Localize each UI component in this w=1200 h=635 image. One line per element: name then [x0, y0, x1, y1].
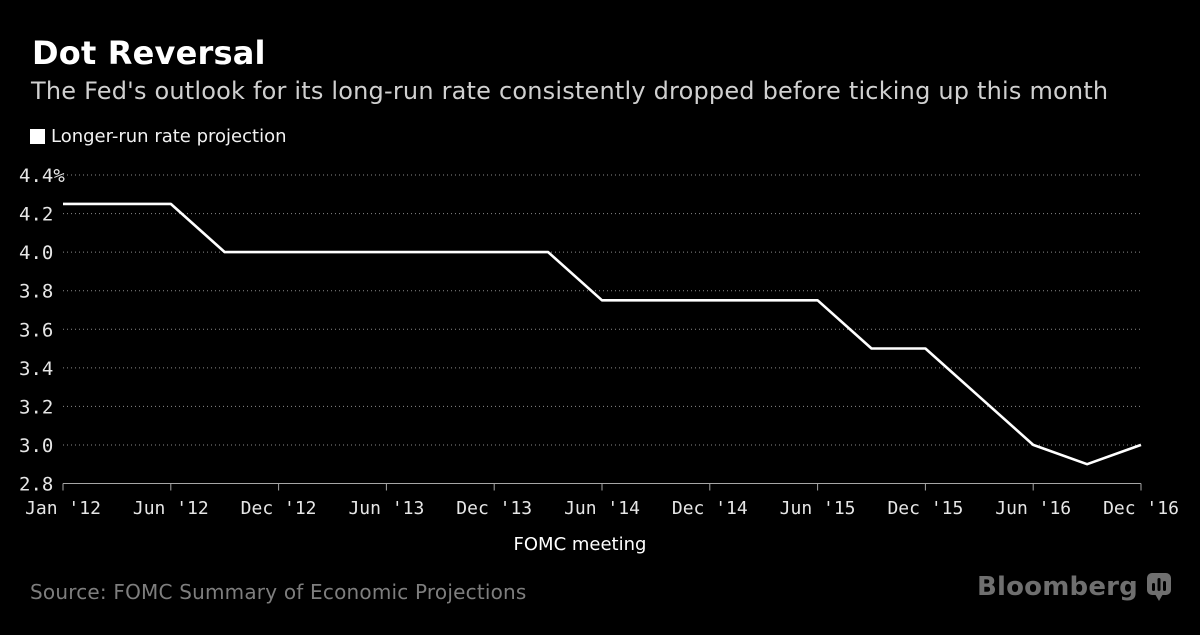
y-tick-label: 3.8 — [19, 281, 53, 303]
x-tick-label: Jun '13 — [348, 498, 424, 519]
x-tick-label: Dec '16 — [1103, 498, 1179, 519]
x-tick-label: Dec '14 — [672, 498, 748, 519]
source-note: Source: FOMC Summary of Economic Project… — [30, 580, 527, 604]
y-tick-label: 4.2 — [19, 204, 53, 226]
x-tick-label: Jan '12 — [25, 498, 101, 519]
x-tick-label: Jun '15 — [780, 498, 856, 519]
x-tick-label: Dec '13 — [456, 498, 532, 519]
x-tick-label: Jun '16 — [995, 498, 1071, 519]
y-tick-label: 4.0 — [19, 242, 53, 264]
y-tick-label: 3.2 — [19, 396, 53, 418]
x-tick-label: Dec '15 — [887, 498, 963, 519]
x-tick-label: Jun '14 — [564, 498, 640, 519]
data-line-longer-run-rate — [63, 202, 1142, 466]
y-tick-label: 3.0 — [19, 435, 53, 457]
bloomberg-wordmark: Bloomberg — [976, 572, 1138, 602]
legend-label: Longer-run rate projection — [51, 126, 287, 147]
y-tick-label: 3.4 — [19, 358, 53, 380]
x-tick-label: Jun '12 — [133, 498, 209, 519]
chart-subtitle: The Fed's outlook for its long-run rate … — [31, 77, 1109, 105]
bloomberg-brand: Bloomberg — [977, 572, 1172, 602]
x-tick-label: Dec '12 — [241, 498, 317, 519]
chart-title: Dot Reversal — [32, 34, 266, 72]
y-tick-label: 4.4% — [19, 165, 65, 187]
chart-legend: Longer-run rate projection — [30, 126, 287, 147]
bar-chart-bubble-icon — [1147, 573, 1171, 601]
y-tick-label: 2.8 — [19, 474, 53, 496]
y-tick-label: 3.6 — [19, 319, 53, 341]
x-axis-title: FOMC meeting — [513, 534, 647, 555]
legend-swatch-icon — [30, 129, 45, 144]
